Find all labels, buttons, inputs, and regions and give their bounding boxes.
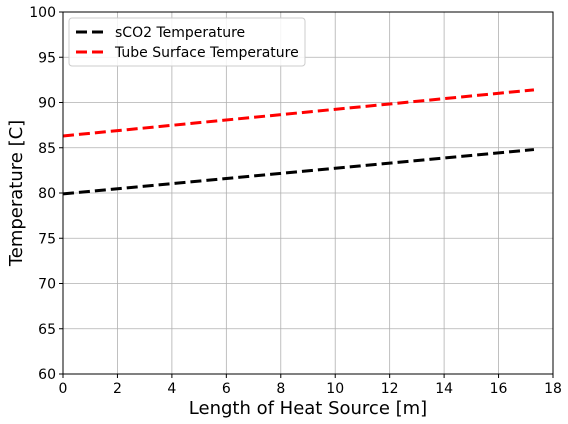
x-axis-label: Length of Heat Source [m]: [189, 398, 427, 419]
x-tick-label: 0: [59, 381, 68, 397]
x-tick-label: 6: [222, 381, 231, 397]
y-tick-label: 70: [38, 277, 56, 293]
legend-label: sCO2 Temperature: [115, 25, 245, 41]
y-tick-label: 75: [38, 231, 56, 247]
y-tick-label: 95: [38, 50, 56, 66]
x-tick-label: 4: [167, 381, 176, 397]
x-axis-ticks: 0 2 4 6 8 10 12 14 16 18: [59, 374, 562, 397]
series-line-1: [62, 88, 535, 138]
x-tick-label: 2: [113, 381, 122, 397]
y-axis-label: Temperature [C]: [6, 120, 27, 267]
y-tick-label: 80: [38, 186, 56, 202]
y-tick-label: 65: [38, 322, 56, 338]
x-tick-label: 18: [544, 381, 562, 397]
legend: sCO2 Temperature Tube Surface Temperature: [68, 17, 306, 67]
series-lines: [62, 88, 535, 196]
y-tick-label: 60: [38, 367, 56, 383]
y-tick-label: 85: [38, 141, 56, 157]
x-tick-label: 16: [490, 381, 508, 397]
legend-box: [68, 17, 306, 67]
x-tick-label: 14: [435, 381, 453, 397]
x-tick-label: 10: [326, 381, 344, 397]
series-line-0: [62, 148, 535, 196]
y-tick-label: 100: [29, 5, 56, 21]
legend-label: Tube Surface Temperature: [114, 45, 299, 61]
y-axis-ticks: 60 65 70 75 80 85 90 95 100: [29, 5, 63, 383]
y-tick-label: 90: [38, 96, 56, 112]
x-tick-label: 8: [276, 381, 285, 397]
x-tick-label: 12: [381, 381, 399, 397]
